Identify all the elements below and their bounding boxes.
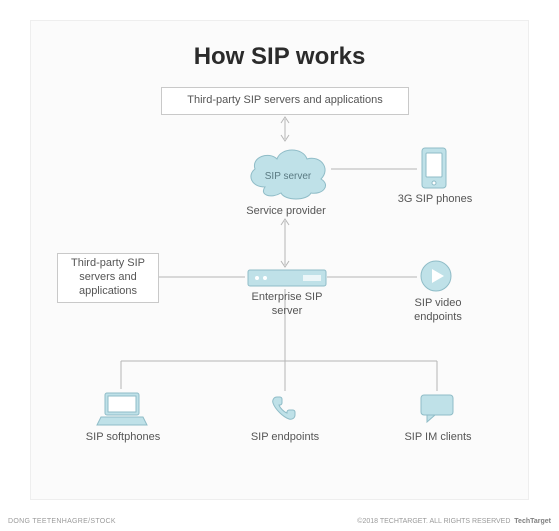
node-label-enterprise: Enterprise SIP server xyxy=(241,291,333,319)
laptop-icon xyxy=(95,391,149,427)
node-label: Third-party SIP servers and applications xyxy=(187,94,382,108)
node-label-softphones: SIP softphones xyxy=(77,431,169,445)
diagram-canvas: How SIP works xyxy=(30,20,529,500)
footer-copyright-text: ©2018 TECHTARGET. ALL RIGHTS RESERVED xyxy=(357,518,510,525)
footer-copyright: ©2018 TECHTARGET. ALL RIGHTS RESERVED Te… xyxy=(357,518,551,525)
page: How SIP works xyxy=(0,0,559,531)
node-label-im: SIP IM clients xyxy=(397,431,479,445)
play-icon xyxy=(419,259,453,293)
node-label-video: SIP video endpoints xyxy=(407,297,469,325)
footer-credit: DONG TEETENHAGRE/STOCK xyxy=(8,518,116,525)
node-label: Third-party SIP servers and applications xyxy=(71,257,145,298)
node-third-party-left: Third-party SIP servers and applications xyxy=(57,253,159,303)
phone-icon xyxy=(419,146,449,190)
handset-icon xyxy=(269,393,299,423)
node-label-3g-phones: 3G SIP phones xyxy=(393,193,477,207)
node-label-sip-server: SIP server xyxy=(245,171,331,184)
footer-brand: TechTarget xyxy=(514,518,551,525)
server-icon xyxy=(247,269,327,287)
node-label-endpoints: SIP endpoints xyxy=(243,431,327,445)
chat-icon xyxy=(419,393,455,423)
node-third-party-top: Third-party SIP servers and applications xyxy=(161,87,409,115)
node-sublabel-service-provider: Service provider xyxy=(231,205,341,219)
